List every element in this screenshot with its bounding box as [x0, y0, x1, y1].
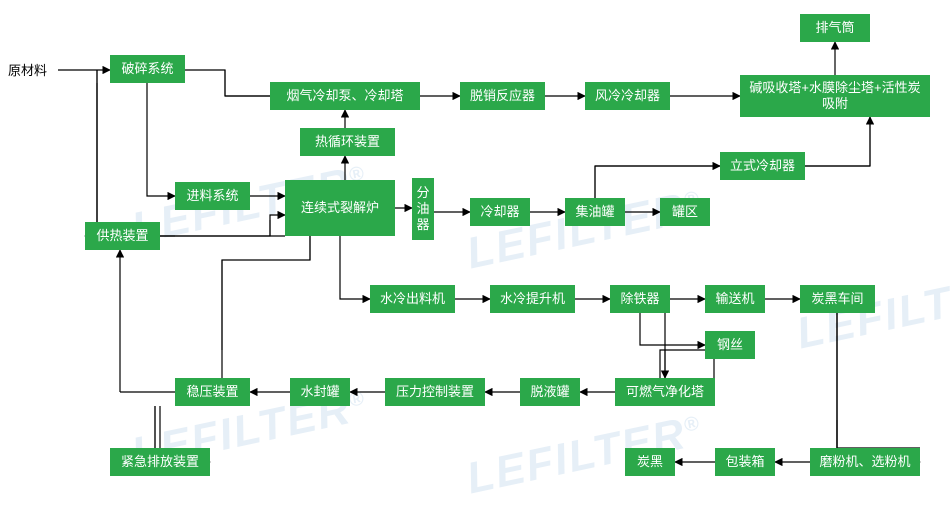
node-packing: 包装箱 — [715, 448, 775, 476]
node-vert_cooler: 立式冷却器 — [720, 152, 805, 180]
node-smoke_cool: 烟气冷却泵、冷却塔 — [270, 82, 420, 110]
node-crushing: 破碎系统 — [110, 55, 185, 83]
edge — [340, 236, 370, 299]
edge — [837, 313, 920, 462]
node-tank_area: 罐区 — [660, 198, 710, 226]
raw-material-label: 原材料 — [8, 60, 47, 79]
node-emergency: 紧急排放装置 — [110, 448, 210, 476]
node-cb_room: 炭黑车间 — [800, 285, 875, 313]
node-deliquify: 脱液罐 — [520, 378, 580, 406]
node-exhaust: 排气筒 — [800, 14, 870, 42]
node-gas_purify: 可燃气净化塔 — [615, 378, 715, 406]
edge — [640, 313, 705, 345]
node-heat_supply: 供热装置 — [85, 222, 160, 250]
node-heat_loop: 热循环装置 — [300, 128, 395, 156]
edge — [185, 70, 270, 96]
edge — [160, 215, 285, 236]
node-aircool: 风冷冷却器 — [585, 82, 670, 110]
node-desulf: 脱销反应器 — [460, 82, 545, 110]
node-stabilizer: 稳压装置 — [175, 378, 250, 406]
node-carbon_black: 炭黑 — [625, 448, 675, 476]
edge — [837, 313, 920, 448]
node-conveyor: 输送机 — [705, 285, 765, 313]
node-scrubber: 碱吸收塔+水膜除尘塔+活性炭吸附 — [740, 75, 930, 117]
node-press_ctrl: 压力控制装置 — [385, 378, 485, 406]
node-cooler: 冷却器 — [470, 198, 530, 226]
watermark: LEFILTER® — [462, 181, 707, 280]
node-mill: 磨粉机、选粉机 — [810, 448, 920, 476]
node-water_discharge: 水冷出料机 — [370, 285, 455, 313]
edge — [147, 83, 175, 196]
node-water_lift: 水冷提升机 — [490, 285, 575, 313]
node-oil_sep: 分油器 — [412, 178, 434, 240]
node-water_seal: 水封罐 — [290, 378, 350, 406]
node-iron_remove: 除铁器 — [610, 285, 670, 313]
node-cracker: 连续式裂解炉 — [285, 180, 395, 236]
edge — [595, 166, 720, 198]
node-oil_tank: 集油罐 — [565, 198, 625, 226]
edge — [85, 70, 97, 236]
node-steel_wire: 钢丝 — [705, 331, 755, 359]
node-feeding: 进料系统 — [175, 182, 250, 210]
edge — [222, 236, 310, 350]
